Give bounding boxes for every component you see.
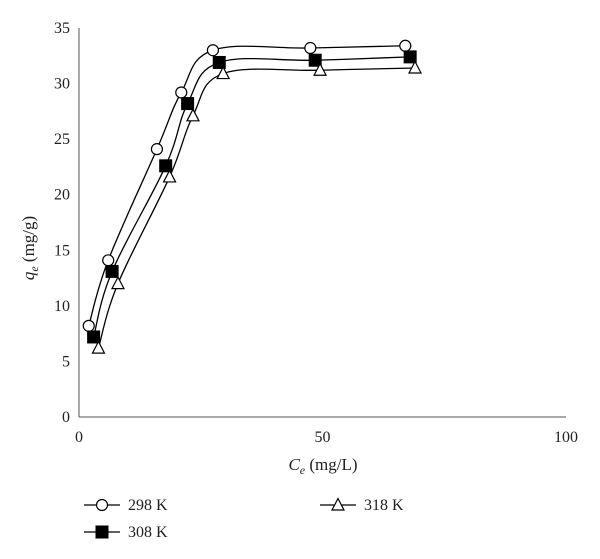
y-tick-label: 20 (54, 187, 70, 204)
data-point (105, 264, 119, 278)
data-point (403, 50, 417, 64)
data-point (304, 41, 317, 55)
x-tick-label: 100 (554, 429, 578, 446)
y-tick-label: 30 (54, 76, 70, 93)
series-line (92, 56, 411, 338)
legend-marker (95, 525, 109, 539)
data-point (308, 53, 322, 67)
series-298-k (82, 39, 412, 332)
data-point (175, 86, 188, 99)
series-line (88, 45, 406, 327)
series-308-k (87, 50, 417, 344)
y-tick-label: 0 (62, 409, 70, 426)
legend-label: 298 K (128, 497, 168, 514)
y-axis-title: qe (mg/g) (19, 216, 41, 280)
x-axis-title: Ce (mg/L) (288, 455, 357, 477)
data-point (91, 340, 106, 354)
series-line (97, 67, 416, 349)
data-point (181, 97, 195, 111)
y-tick-label: 15 (54, 242, 70, 259)
legend: 298 K 308 K 318 K (84, 497, 404, 541)
y-tick-label: 10 (54, 298, 70, 315)
legend-item: 318 K (320, 497, 404, 514)
axes (78, 28, 566, 418)
data-point (82, 319, 95, 332)
legend-marker (331, 497, 345, 511)
data-point (216, 65, 231, 80)
data-point (399, 39, 412, 52)
data-point (102, 254, 115, 267)
y-tick-label: 25 (54, 131, 70, 148)
tick-labels: 0 5 10 15 20 25 30 35 0 50 100 (54, 20, 578, 446)
data-point (110, 275, 125, 290)
series-318-k (91, 60, 423, 354)
data-point (162, 169, 177, 183)
data-point (206, 44, 220, 57)
y-tick-label: 5 (62, 353, 70, 370)
data-point (87, 330, 101, 344)
data-point (185, 108, 200, 122)
data-point (159, 159, 173, 173)
legend-label: 318 K (364, 497, 404, 514)
data-point (313, 62, 328, 76)
legend-label: 308 K (128, 524, 168, 541)
y-tick-label: 35 (54, 20, 70, 37)
x-tick-label: 0 (75, 429, 83, 446)
series-layer (82, 39, 423, 354)
data-point (212, 55, 226, 69)
data-point (150, 143, 164, 156)
legend-marker (95, 498, 109, 512)
data-point (408, 60, 423, 74)
x-tick-label: 50 (315, 429, 331, 446)
legend-item: 298 K (84, 497, 168, 514)
legend-item: 308 K (84, 524, 168, 541)
